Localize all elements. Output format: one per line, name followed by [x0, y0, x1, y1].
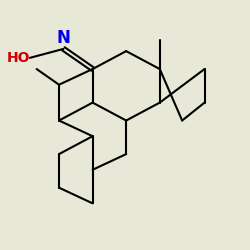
Text: N: N: [56, 29, 70, 47]
Text: HO: HO: [6, 51, 30, 65]
